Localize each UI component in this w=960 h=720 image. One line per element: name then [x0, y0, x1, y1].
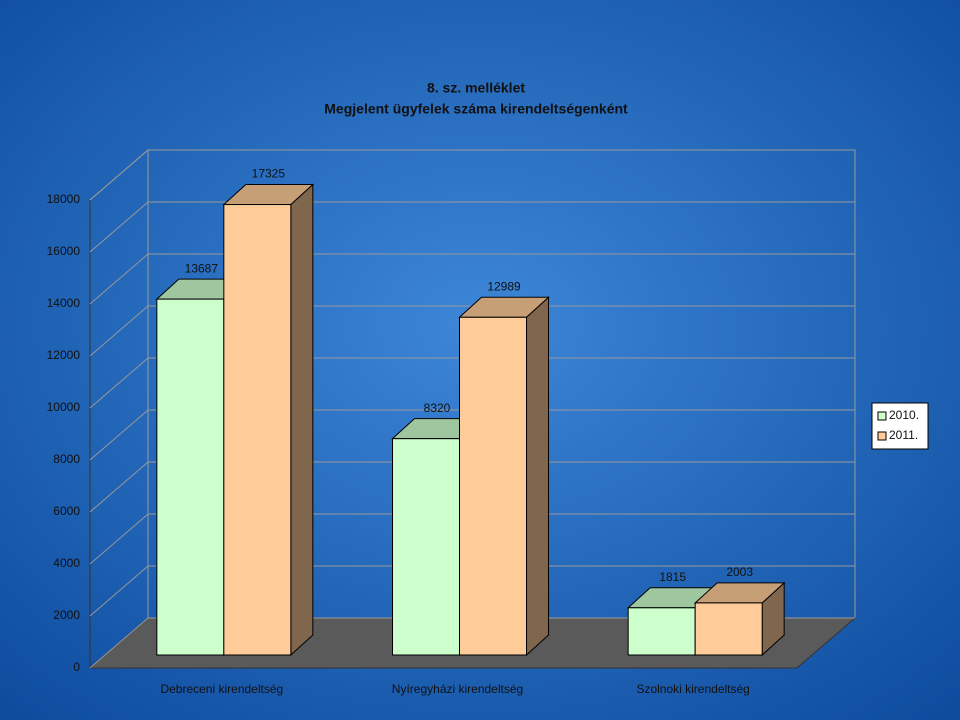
y-tick-label: 18000	[47, 192, 81, 206]
legend-box	[871, 402, 929, 450]
x-tick-label: Szolnoki kirendeltség	[636, 682, 749, 696]
legend-label: 2011.	[889, 428, 918, 442]
value-label: 12989	[487, 279, 521, 293]
legend-swatch	[877, 431, 887, 441]
bar-side	[526, 296, 549, 657]
grid-line	[89, 357, 855, 409]
bar-front	[223, 204, 292, 656]
x-tick-label: Debreceni kirendeltség	[160, 682, 283, 696]
y-tick-label: 8000	[53, 452, 80, 466]
bar	[693, 581, 786, 657]
grid-line	[89, 461, 855, 513]
chart-title: 8. sz. melléklet	[427, 80, 525, 96]
chart-subtitle: Megjelent ügyfelek száma kirendeltségenk…	[324, 101, 628, 117]
legend-swatch	[877, 411, 887, 421]
grid-line	[89, 305, 855, 357]
value-label: 1815	[659, 570, 686, 584]
y-tick-label: 16000	[47, 244, 81, 258]
grid-line	[89, 565, 855, 617]
bar-side	[290, 183, 314, 657]
bar-front	[392, 438, 460, 656]
y-tick-label: 2000	[53, 608, 80, 622]
y-tick-label: 14000	[47, 296, 81, 310]
grid-line	[89, 513, 855, 565]
grid-line	[89, 617, 855, 669]
bar	[222, 183, 315, 657]
grid-line	[89, 253, 855, 305]
legend-label: 2010.	[889, 408, 919, 422]
value-label: 17325	[252, 167, 286, 181]
value-label: 8320	[424, 401, 451, 415]
y-tick-label: 6000	[53, 504, 80, 518]
bar-front	[156, 298, 225, 656]
bar-front	[694, 602, 763, 656]
y-tick-label: 4000	[53, 556, 80, 570]
x-tick-label: Nyíregyházi kirendeltség	[392, 682, 523, 696]
bar	[458, 296, 550, 657]
bar-front	[459, 316, 527, 656]
grid-line	[89, 201, 855, 253]
grid-line	[89, 149, 855, 201]
value-label: 13687	[185, 261, 219, 275]
y-tick-label: 12000	[47, 348, 81, 362]
y-tick-label: 0	[73, 660, 80, 674]
legend: 2010. 2011.	[871, 402, 929, 450]
grid-line	[89, 409, 855, 461]
value-label: 2003	[726, 565, 753, 579]
y-tick-label: 10000	[47, 400, 81, 414]
bar-front	[627, 607, 696, 656]
